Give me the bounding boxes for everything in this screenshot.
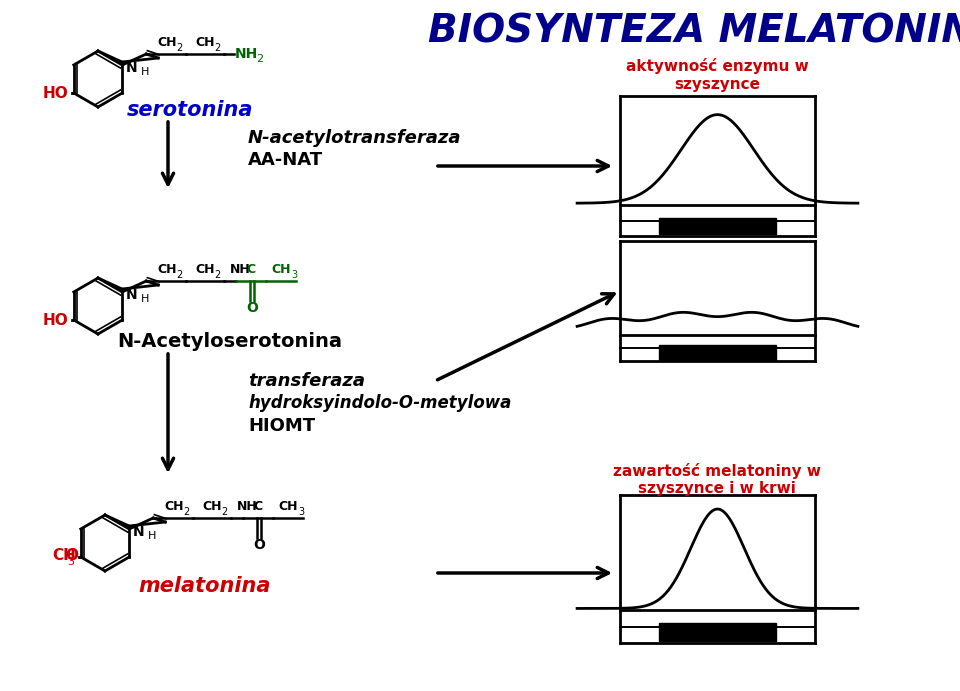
Text: 3: 3 xyxy=(67,557,74,567)
Text: 2: 2 xyxy=(214,43,221,53)
Text: O: O xyxy=(253,538,265,552)
Text: HO: HO xyxy=(43,86,69,100)
Text: serotonina: serotonina xyxy=(127,100,253,120)
Text: CH: CH xyxy=(52,547,76,562)
Text: CH: CH xyxy=(157,263,177,276)
Text: CH: CH xyxy=(272,263,291,276)
Text: O: O xyxy=(247,301,258,315)
Text: transferaza: transferaza xyxy=(248,372,365,390)
Text: CH: CH xyxy=(278,500,298,513)
Text: HO: HO xyxy=(43,312,69,328)
Bar xyxy=(659,218,776,234)
Text: H: H xyxy=(141,294,150,304)
Text: szyszynce: szyszynce xyxy=(674,77,760,91)
Text: NH: NH xyxy=(230,263,251,276)
Text: CH: CH xyxy=(196,36,215,49)
Text: szyszynce i w krwi: szyszynce i w krwi xyxy=(638,482,796,497)
Text: C: C xyxy=(253,500,263,513)
Text: N: N xyxy=(126,288,137,302)
Text: NH: NH xyxy=(235,47,258,61)
Text: melatonina: melatonina xyxy=(139,576,272,596)
Text: BIOSYNTEZA MELATONINY: BIOSYNTEZA MELATONINY xyxy=(428,12,960,50)
Text: 3: 3 xyxy=(299,507,304,517)
Text: N-Acetyloserotonina: N-Acetyloserotonina xyxy=(117,332,343,350)
Bar xyxy=(659,623,776,641)
Text: 2: 2 xyxy=(256,54,263,64)
Text: 3: 3 xyxy=(291,270,298,280)
Text: AA-NAT: AA-NAT xyxy=(248,151,324,169)
Text: zawartość melatoniny w: zawartość melatoniny w xyxy=(613,463,821,479)
Text: 2: 2 xyxy=(214,270,221,280)
Text: CH: CH xyxy=(203,500,222,513)
Text: CH: CH xyxy=(157,36,177,49)
Text: N: N xyxy=(132,525,144,539)
Text: 2: 2 xyxy=(221,507,228,517)
Text: O: O xyxy=(64,547,78,562)
Text: aktywność enzymu w: aktywność enzymu w xyxy=(626,58,808,74)
Text: H: H xyxy=(148,531,156,541)
Text: C: C xyxy=(247,263,255,276)
Text: 2: 2 xyxy=(177,43,182,53)
Text: N-acetylotransferaza: N-acetylotransferaza xyxy=(248,129,462,147)
Text: HIOMT: HIOMT xyxy=(248,417,315,435)
Text: CH: CH xyxy=(164,500,184,513)
Text: 2: 2 xyxy=(177,270,182,280)
Text: N: N xyxy=(126,61,137,75)
Text: 2: 2 xyxy=(183,507,189,517)
Text: hydroksyindolo-O-metylowa: hydroksyindolo-O-metylowa xyxy=(248,394,512,412)
Text: NH: NH xyxy=(237,500,258,513)
Bar xyxy=(659,346,776,360)
Text: CH: CH xyxy=(196,263,215,276)
Text: H: H xyxy=(141,67,150,77)
